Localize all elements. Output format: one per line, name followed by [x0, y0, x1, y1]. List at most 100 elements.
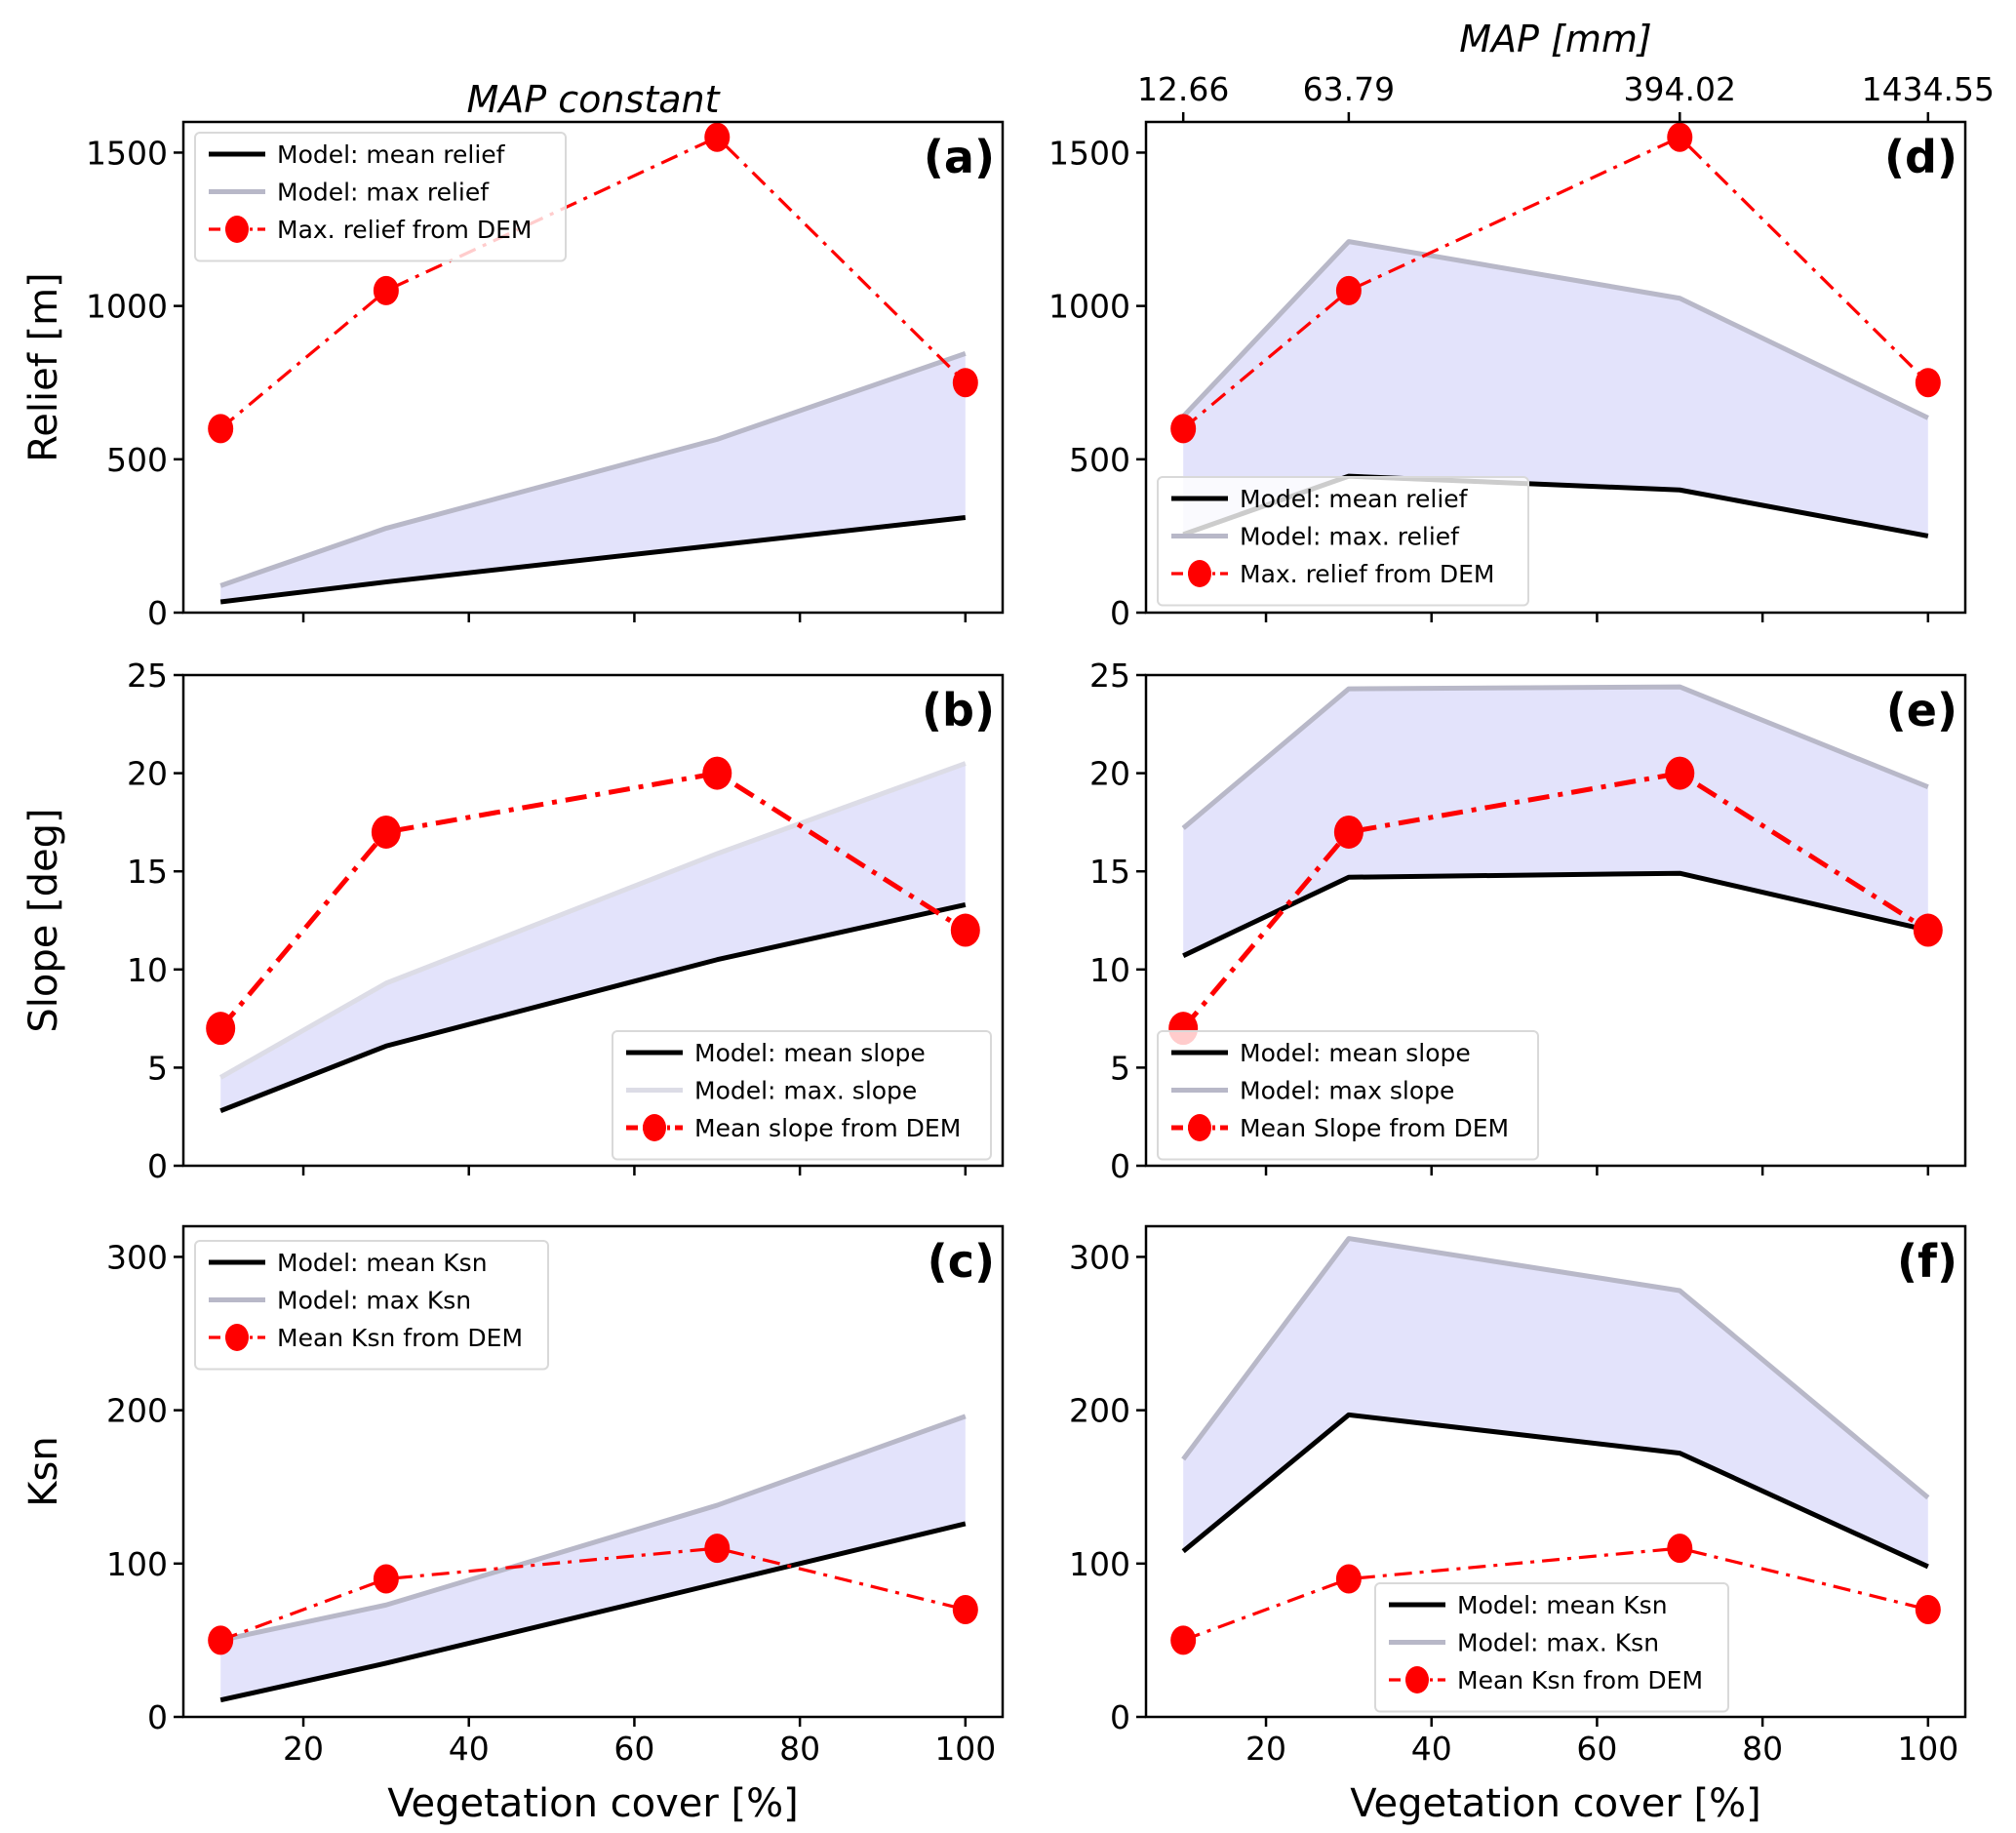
data-point — [208, 1625, 234, 1655]
data-point — [1665, 756, 1695, 790]
fill-band — [220, 763, 966, 1111]
y-tick-label: 1500 — [86, 134, 168, 172]
panel-tag: (e) — [1886, 684, 1957, 737]
panel-tag: (b) — [922, 684, 995, 737]
legend-swatch-marker — [1405, 1666, 1429, 1694]
top-x-tick-label: 394.02 — [1624, 70, 1736, 108]
y-tick-label: 300 — [106, 1238, 168, 1276]
legend-label: Max. relief from DEM — [1240, 560, 1494, 588]
series-line-dem — [219, 1546, 967, 1642]
legend-label: Mean slope from DEM — [694, 1114, 961, 1142]
x-tick-label: 20 — [283, 1730, 324, 1768]
y-axis-label: Relief [m] — [21, 272, 66, 461]
y-axis-label: Slope [deg] — [21, 808, 66, 1032]
legend-swatch-marker — [225, 216, 249, 243]
series-line-mean — [1181, 1412, 1929, 1570]
data-point — [1170, 414, 1197, 444]
legend-label: Model: mean relief — [277, 140, 506, 169]
legend-item: Model: mean Ksn — [1389, 1591, 1668, 1619]
data-point — [373, 275, 399, 305]
y-tick-label: 20 — [1089, 755, 1130, 793]
x-tick-label: 60 — [1576, 1730, 1617, 1768]
y-tick-label: 100 — [1069, 1545, 1130, 1583]
series-line-max — [219, 1414, 967, 1643]
legend: Model: mean Ksn Model: max Ksn Mean Ksn fr… — [194, 1240, 549, 1371]
fill-band — [1183, 241, 1928, 537]
legend-swatch-marker — [1188, 1114, 1211, 1141]
data-point — [208, 414, 234, 444]
y-tick-label: 5 — [1110, 1049, 1130, 1087]
top-x-tick-label: 63.79 — [1303, 70, 1395, 108]
series-line-mean — [219, 1521, 967, 1703]
data-point — [371, 815, 401, 849]
series-line-max — [1181, 684, 1929, 830]
y-tick-label: 15 — [127, 853, 168, 891]
y-tick-label: 1000 — [86, 288, 168, 326]
legend-box — [1157, 1030, 1539, 1161]
series-line-mean — [219, 901, 967, 1113]
legend-item: Mean slope from DEM — [626, 1114, 961, 1142]
legend: Model: mean relief Model: max. relief Max.… — [1157, 476, 1529, 607]
legend: Model: mean Ksn Model: max. Ksn Mean Ksn f… — [1374, 1582, 1729, 1713]
data-point — [704, 1534, 731, 1564]
legend-item: Model: mean relief — [1171, 485, 1469, 513]
axes-frame — [1144, 120, 1967, 615]
x-tick-label: 60 — [613, 1730, 654, 1768]
legend-label: Model: max slope — [1240, 1077, 1454, 1105]
panel-a: 0 500 1000 1500 MAP constant Relief [m] (a) Mod… — [21, 78, 1005, 632]
legend-label: Model: mean Ksn — [1457, 1591, 1668, 1619]
y-tick-label: 0 — [1110, 1147, 1130, 1185]
y-tick-label: 25 — [127, 657, 168, 695]
panel-tag: (d) — [1884, 131, 1957, 183]
legend-label: Mean Slope from DEM — [1240, 1114, 1509, 1142]
legend-item: Model: max relief — [209, 179, 490, 207]
panel-tag: (f) — [1897, 1235, 1957, 1288]
top-x-tick-label: 12.66 — [1137, 70, 1229, 108]
legend-label: Model: mean slope — [694, 1039, 926, 1067]
legend-item: Model: mean slope — [626, 1039, 926, 1067]
data-point — [1170, 1625, 1197, 1655]
series-line-dem — [1182, 1546, 1929, 1642]
legend-item: Max. relief from DEM — [1171, 560, 1494, 588]
y-tick-label: 200 — [1069, 1392, 1130, 1430]
data-point — [1915, 368, 1941, 398]
legend-box — [1157, 476, 1529, 607]
y-tick-label: 300 — [1069, 1238, 1130, 1276]
legend-item: Model: mean slope — [1171, 1039, 1471, 1067]
top-x-tick-label: 1434.55 — [1862, 70, 1995, 108]
legend-label: Mean Ksn from DEM — [277, 1324, 523, 1352]
legend-item: Mean Ksn from DEM — [209, 1324, 523, 1352]
y-tick-label: 10 — [127, 951, 168, 989]
legend-item: Model: max. relief — [1171, 523, 1460, 551]
y-tick-label: 5 — [147, 1049, 168, 1087]
data-point — [1333, 815, 1364, 849]
data-point — [1667, 122, 1693, 152]
x-tick-label: 40 — [1411, 1730, 1452, 1768]
x-tick-label: 80 — [779, 1730, 820, 1768]
panel-b: 0 5 10 15 20 25 Slope [deg] (b) Model: mean slop… — [21, 657, 1005, 1185]
y-tick-label: 0 — [1110, 594, 1130, 632]
data-point — [952, 1594, 978, 1624]
x-axis-label: Vegetation cover [%] — [387, 1781, 799, 1826]
fill-band — [1183, 1238, 1928, 1567]
legend: Model: mean slope Model: max. slope Mean s… — [612, 1030, 992, 1161]
y-tick-label: 10 — [1089, 951, 1130, 989]
legend-item: Model: max. slope — [626, 1077, 917, 1105]
legend-item: Model: mean relief — [209, 140, 506, 169]
data-point — [206, 1012, 236, 1046]
y-tick-label: 0 — [147, 594, 168, 632]
data-point — [1913, 913, 1943, 947]
data-point — [952, 368, 978, 398]
data-point — [702, 756, 732, 790]
axes-frame — [181, 120, 1005, 615]
legend: Model: mean relief Model: max relief Max. … — [194, 132, 567, 262]
axes-frame — [1144, 673, 1967, 1168]
legend-label: Max. relief from DEM — [277, 216, 532, 244]
legend-swatch-marker — [225, 1324, 249, 1351]
panel-f: 0 100 200 300 20 40 60 80 100 Vegetation cover [%… — [1069, 1224, 1967, 1826]
legend-label: Model: max relief — [277, 179, 490, 207]
data-point — [1915, 1594, 1941, 1624]
panel-tag: (a) — [924, 131, 995, 183]
x-tick-label: 100 — [1897, 1730, 1958, 1768]
